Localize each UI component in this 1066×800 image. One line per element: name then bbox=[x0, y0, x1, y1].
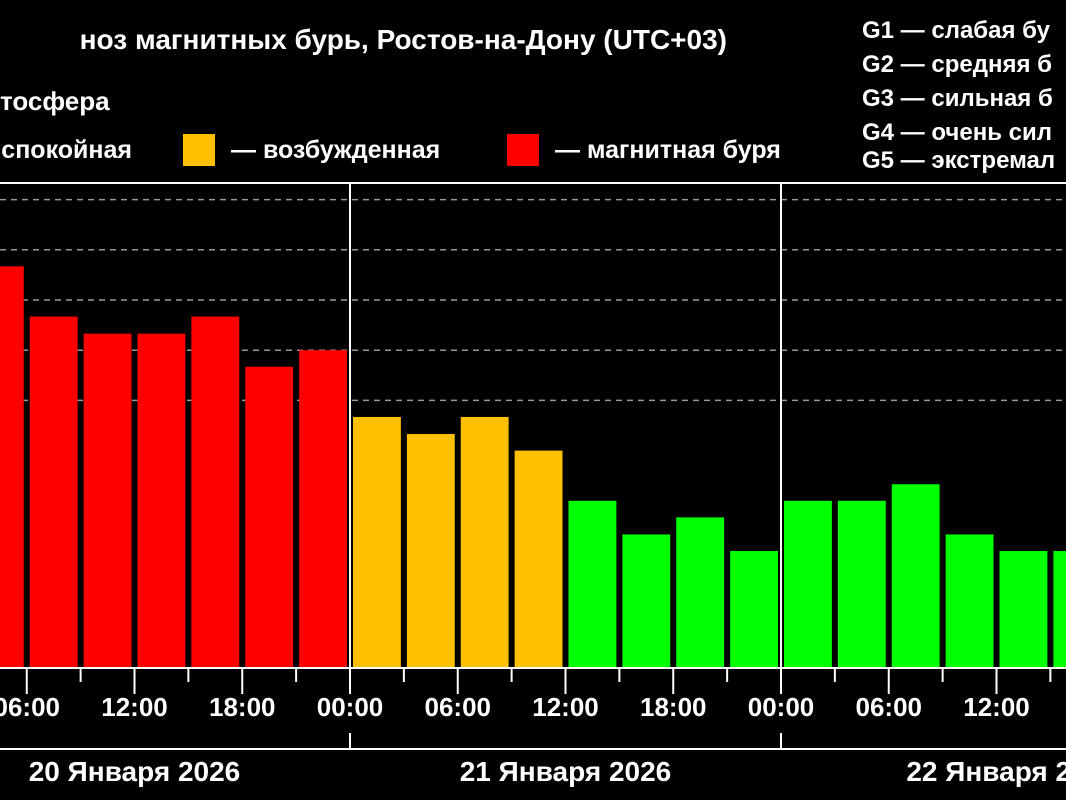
hour-label: 06:00 bbox=[856, 692, 923, 722]
hour-label: 00:00 bbox=[748, 692, 815, 722]
bar-day1-slot4 bbox=[137, 333, 186, 668]
hour-label: 12:00 bbox=[963, 692, 1030, 722]
bar-day3-slot5 bbox=[1053, 551, 1066, 668]
chart-title: ноз магнитных бурь, Ростов-на-Дону (UTC+… bbox=[80, 24, 727, 55]
bar-day1-slot1 bbox=[0, 266, 24, 668]
hour-label: 12:00 bbox=[532, 692, 599, 722]
bar-day1-slot6 bbox=[245, 366, 294, 668]
legend-storm-swatch bbox=[507, 134, 539, 166]
bar-day3-slot1 bbox=[837, 500, 886, 668]
bar-day3-slot3 bbox=[945, 534, 994, 668]
bar-day3-slot4 bbox=[999, 551, 1048, 668]
bar-day1-slot5 bbox=[191, 316, 240, 668]
hour-label: 12:00 bbox=[101, 692, 168, 722]
g4-legend: G4 — очень сил bbox=[862, 119, 1052, 146]
bar-day3-slot2 bbox=[891, 484, 940, 668]
bar-day2-slot7 bbox=[730, 551, 778, 668]
bar-day2-slot1 bbox=[406, 434, 455, 668]
legend-active-label: — возбужденная bbox=[231, 136, 440, 164]
bar-day1-slot3 bbox=[83, 333, 132, 668]
bar-day1-slot2 bbox=[29, 316, 78, 668]
g2-legend: G2 — средняя б bbox=[862, 51, 1052, 78]
bar-day1-slot7 bbox=[299, 350, 347, 668]
legend-active-swatch bbox=[183, 134, 215, 166]
hour-label: 18:00 bbox=[640, 692, 707, 722]
g5-legend: G5 — экстремал bbox=[862, 147, 1055, 174]
g3-legend: G3 — сильная б bbox=[862, 85, 1053, 112]
hour-label: 00:00 bbox=[317, 692, 384, 722]
date-label: 20 Января 2026 bbox=[29, 756, 241, 787]
bar-day2-slot4 bbox=[568, 500, 617, 668]
date-label: 21 Января 2026 bbox=[460, 756, 672, 787]
hour-label: 18:00 bbox=[209, 692, 276, 722]
bar-day2-slot2 bbox=[460, 416, 509, 668]
legend-calm-label: спокойная bbox=[1, 136, 132, 164]
g1-legend: G1 — слабая бу bbox=[862, 17, 1051, 44]
bar-day3-slot0 bbox=[784, 500, 832, 668]
bar-day2-slot5 bbox=[622, 534, 671, 668]
chart-subtitle: тосфера bbox=[0, 86, 110, 116]
bar-day2-slot3 bbox=[514, 450, 563, 668]
legend-storm-label: — магнитная буря bbox=[555, 136, 781, 164]
hour-label: 06:00 bbox=[0, 692, 60, 722]
hour-label: 06:00 bbox=[425, 692, 492, 722]
date-label: 22 Января 20 bbox=[906, 756, 1066, 787]
bar-day2-slot0 bbox=[353, 416, 401, 668]
bar-day2-slot6 bbox=[676, 517, 725, 668]
